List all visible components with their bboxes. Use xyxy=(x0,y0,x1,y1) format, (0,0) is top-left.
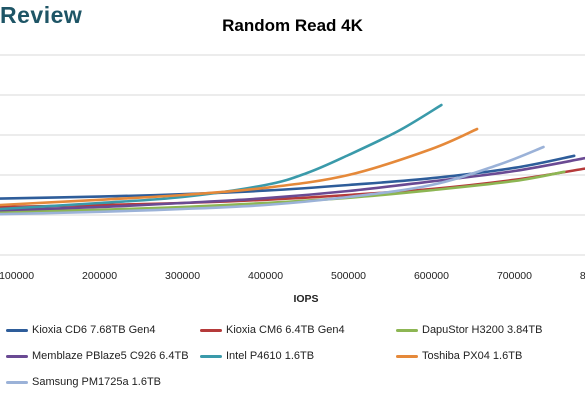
legend-swatch xyxy=(200,354,222,358)
legend-label: Toshiba PX04 1.6TB xyxy=(422,350,523,362)
legend-item: Kioxia CM6 6.4TB Gen4 xyxy=(200,322,345,338)
x-tick-label: 500000 xyxy=(331,270,366,282)
legend-swatch xyxy=(396,354,418,358)
series-line xyxy=(0,154,576,200)
brand-logo-text: Review xyxy=(0,2,83,28)
legend-swatch xyxy=(6,354,28,358)
legend-label: Kioxia CM6 6.4TB Gen4 xyxy=(226,324,345,336)
legend-swatch xyxy=(396,328,418,332)
chart-legend: Kioxia CD6 7.68TB Gen4 Kioxia CM6 6.4TB G… xyxy=(0,322,585,398)
series-line xyxy=(0,103,443,211)
x-tick-label: 300000 xyxy=(165,270,200,282)
series-line xyxy=(0,127,479,207)
x-tick-label: 600000 xyxy=(414,270,449,282)
x-tick-labels: 100000 200000 300000 400000 500000 600000 7000… xyxy=(0,270,585,282)
legend-label: Kioxia CD6 7.68TB Gen4 xyxy=(32,324,156,336)
legend-item: Toshiba PX04 1.6TB xyxy=(396,348,522,364)
legend-swatch xyxy=(6,328,28,332)
gridlines xyxy=(0,54,585,256)
x-tick-label: 700000 xyxy=(497,270,532,282)
legend-label: Intel P4610 1.6TB xyxy=(226,350,315,362)
series-line xyxy=(0,156,585,212)
x-tick-label: 200000 xyxy=(82,270,117,282)
series-line xyxy=(0,145,545,216)
legend-label: DapuStor H3200 3.84TB xyxy=(422,324,543,336)
series-lines xyxy=(0,103,585,216)
chart-plot: 100000 200000 300000 400000 500000 600000 7000… xyxy=(0,54,585,305)
legend-label: Samsung PM1725a 1.6TB xyxy=(32,376,162,388)
legend-item: DapuStor H3200 3.84TB xyxy=(396,322,542,338)
x-tick-label: 400000 xyxy=(248,270,283,282)
legend-label: Memblaze PBlaze5 C926 6.4TB xyxy=(32,350,189,362)
legend-item: Intel P4610 1.6TB xyxy=(200,348,314,364)
chart-title: Random Read 4K xyxy=(222,16,363,35)
legend-item: Memblaze PBlaze5 C926 6.4TB xyxy=(6,348,189,364)
x-tick-label: 100000 xyxy=(0,270,34,282)
legend-item: Samsung PM1725a 1.6TB xyxy=(6,374,161,390)
legend-swatch xyxy=(200,328,222,332)
legend-swatch xyxy=(6,380,28,384)
legend-item: Kioxia CD6 7.68TB Gen4 xyxy=(6,322,156,338)
x-tick-label: 800000 xyxy=(580,270,585,282)
x-axis-label: IOPS xyxy=(293,293,318,305)
